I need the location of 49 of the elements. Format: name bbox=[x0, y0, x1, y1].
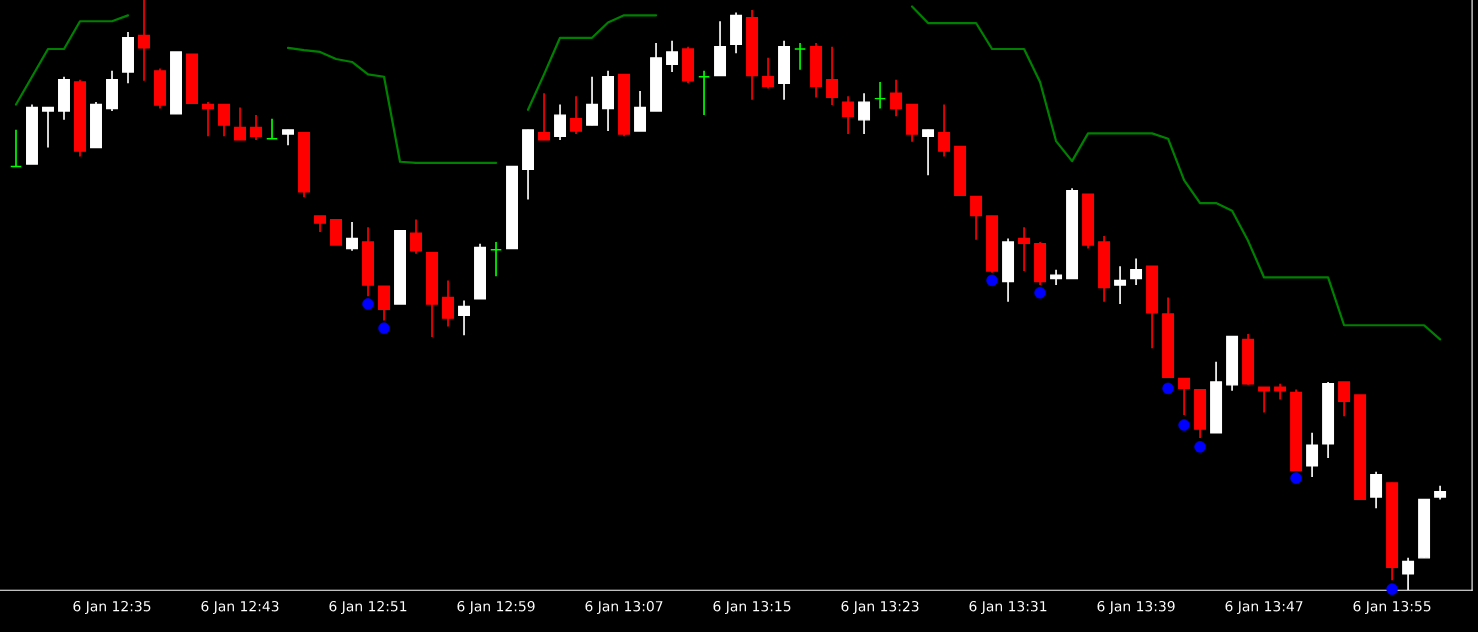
candlestick bbox=[378, 285, 390, 322]
candlestick bbox=[1114, 265, 1127, 305]
candlestick bbox=[874, 81, 887, 110]
candlestick bbox=[922, 129, 935, 177]
candlestick bbox=[762, 57, 775, 90]
candlestick bbox=[442, 279, 455, 328]
x-tick-label: 6 Jan 13:31 bbox=[969, 600, 1047, 615]
candlestick bbox=[1130, 257, 1143, 286]
candlestick bbox=[10, 129, 22, 168]
candlestick bbox=[202, 101, 214, 138]
candlestick bbox=[570, 95, 583, 135]
candlestick bbox=[634, 90, 647, 132]
candlestick bbox=[234, 106, 246, 141]
candlestick bbox=[538, 92, 551, 141]
candlestick bbox=[698, 69, 711, 116]
candlestick bbox=[1338, 381, 1351, 417]
candlestick bbox=[586, 75, 599, 126]
candlestick bbox=[970, 195, 983, 241]
candlestick bbox=[666, 39, 679, 73]
candlestick bbox=[554, 103, 567, 141]
candlestick bbox=[490, 241, 503, 278]
x-tick-label: 6 Jan 12:59 bbox=[457, 600, 535, 615]
x-tick-label: 6 Jan 12:35 bbox=[73, 600, 151, 615]
candlestick bbox=[138, 0, 150, 82]
candlestick bbox=[266, 117, 278, 140]
candlestick bbox=[218, 103, 230, 138]
candlestick bbox=[410, 218, 423, 255]
x-tick-label: 6 Jan 13:23 bbox=[841, 600, 919, 615]
candlestick bbox=[458, 299, 471, 337]
candlestick bbox=[346, 221, 358, 252]
x-tick-label: 6 Jan 13:47 bbox=[1225, 600, 1303, 615]
x-tick-label: 6 Jan 13:15 bbox=[713, 600, 791, 615]
x-tick-label: 6 Jan 12:43 bbox=[201, 600, 279, 615]
x-tick-label: 6 Jan 13:55 bbox=[1353, 600, 1431, 615]
candlestick bbox=[1306, 431, 1319, 478]
candlestick bbox=[1178, 377, 1191, 416]
candlestick bbox=[1370, 470, 1383, 510]
candlestick bbox=[250, 114, 262, 141]
x-tick-label: 6 Jan 13:39 bbox=[1097, 600, 1175, 615]
candlestick bbox=[858, 92, 871, 135]
candlestick bbox=[794, 42, 807, 71]
candlestick bbox=[1018, 226, 1031, 272]
candlestick bbox=[826, 45, 839, 106]
x-tick-label: 6 Jan 12:51 bbox=[329, 600, 407, 615]
x-tick-label: 6 Jan 13:07 bbox=[585, 600, 663, 615]
candlestick bbox=[938, 103, 951, 158]
candlestick bbox=[890, 78, 903, 118]
candlestick bbox=[42, 106, 54, 149]
candlestick bbox=[842, 95, 855, 135]
